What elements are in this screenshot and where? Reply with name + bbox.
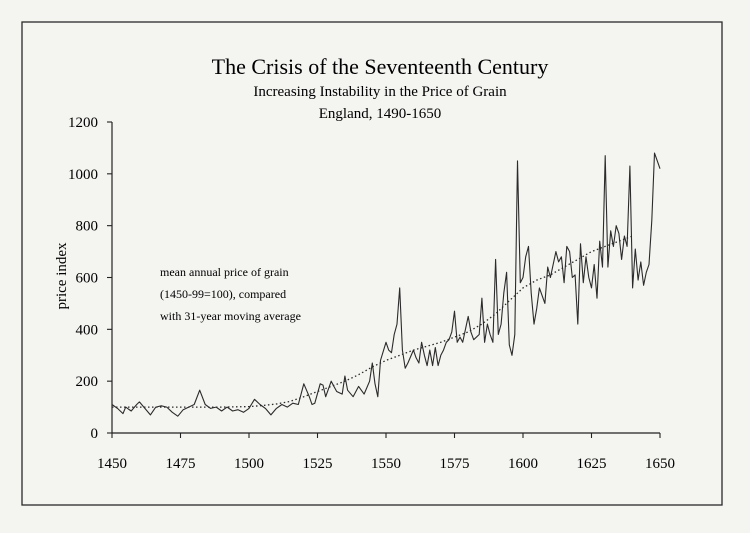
x-tick-label: 1500 xyxy=(234,456,264,472)
x-tick-label: 1550 xyxy=(371,456,401,472)
x-tick-label: 1575 xyxy=(440,456,470,472)
x-tick-label: 1525 xyxy=(303,456,333,472)
y-tick-label: 0 xyxy=(91,426,99,442)
chart-title: The Crisis of the Seventeenth Century xyxy=(212,54,549,79)
y-tick-label: 1000 xyxy=(68,167,98,183)
chart-frame xyxy=(21,21,723,506)
y-tick-label: 800 xyxy=(76,219,99,235)
x-tick-label: 1600 xyxy=(508,456,538,472)
y-tick-label: 600 xyxy=(76,271,99,287)
x-tick-label: 1650 xyxy=(645,456,675,472)
annotation-line-1: mean annual price of grain xyxy=(160,265,289,279)
y-axis-label: price index xyxy=(54,242,70,310)
chart-subtitle-line-2: England, 1490-1650 xyxy=(319,106,441,122)
y-tick-label: 200 xyxy=(76,374,99,390)
x-tick-label: 1475 xyxy=(166,456,196,472)
moving-average-line xyxy=(112,235,633,408)
y-tick-label: 1200 xyxy=(68,115,98,131)
annotation-line-2: (1450-99=100), compared xyxy=(160,287,286,301)
x-tick-label: 1450 xyxy=(97,456,127,472)
x-tick-label: 1625 xyxy=(577,456,607,472)
annual-price-line xyxy=(111,152,661,417)
y-tick-label: 400 xyxy=(76,322,99,338)
annotation-line-3: with 31-year moving average xyxy=(160,309,301,323)
series-group xyxy=(111,152,661,417)
chart-subtitle-line-1: Increasing Instability in the Price of G… xyxy=(253,84,507,100)
axes: 0 200 400 600 800 1000 1200 1450 1475 1500 1525 155… xyxy=(68,115,675,472)
